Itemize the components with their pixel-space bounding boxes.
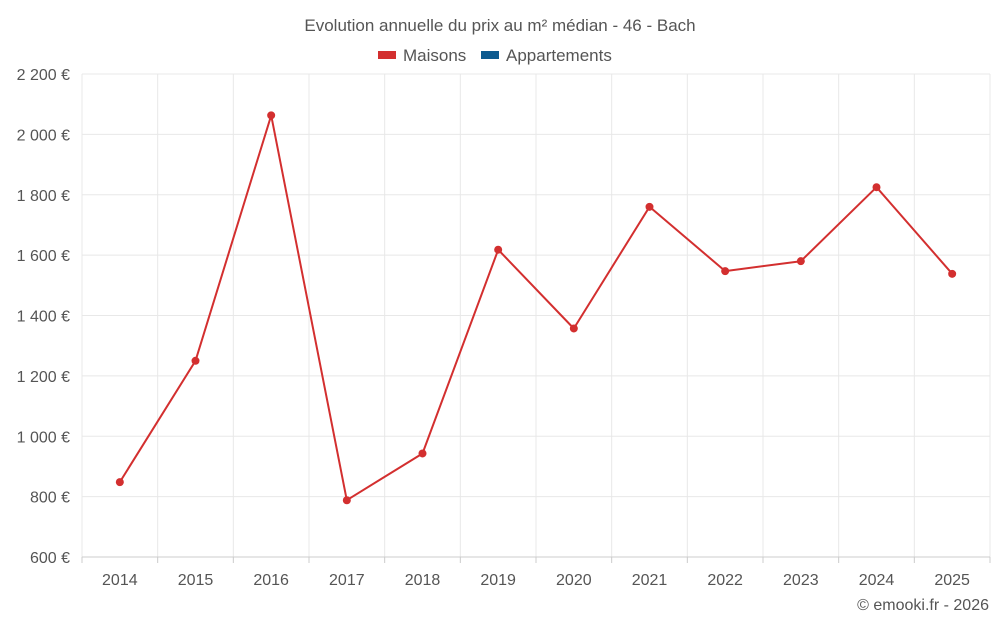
series-line-maisons [118, 114, 953, 502]
data-point-2025[interactable] [948, 269, 957, 278]
y-tick-label: 2 200 € [17, 67, 70, 84]
grid [81, 73, 991, 557]
legend-swatch-maisons [378, 51, 396, 59]
data-point-2021[interactable] [645, 202, 654, 211]
y-tick-label: 1 000 € [17, 429, 70, 446]
data-point-2020[interactable] [569, 324, 578, 333]
x-tick-label: 2014 [102, 572, 138, 589]
x-tick-label: 2024 [859, 572, 895, 589]
data-point-2017[interactable] [342, 496, 351, 505]
y-tick-label: 1 800 € [17, 188, 70, 205]
y-tick-label: 600 € [30, 550, 70, 567]
legend-label-maisons[interactable]: Maisons [403, 46, 466, 65]
chart-title: Evolution annuelle du prix au m² médian … [304, 16, 695, 35]
x-tick-label: 2017 [329, 572, 365, 589]
y-tick-label: 2 000 € [17, 127, 70, 144]
credit-text: © emooki.fr - 2026 [857, 597, 989, 614]
data-point-2016[interactable] [267, 111, 276, 120]
y-tick-label: 1 400 € [17, 309, 70, 326]
data-point-2019[interactable] [494, 245, 503, 254]
x-tick-label: 2020 [556, 572, 592, 589]
x-tick-label: 2023 [783, 572, 819, 589]
data-point-2022[interactable] [721, 267, 730, 276]
data-point-2015[interactable] [191, 356, 200, 365]
x-tick-label: 2022 [707, 572, 743, 589]
legend-swatch-appartements [481, 51, 499, 59]
legend-label-appartements[interactable]: Appartements [506, 46, 612, 65]
y-tick-label: 1 600 € [17, 248, 70, 265]
x-axis-ticks: 2014 2015 2016 2017 2018 2019 2020 2021 2022 2023… [81, 556, 991, 589]
x-tick-label: 2019 [480, 572, 516, 589]
y-tick-label: 1 200 € [17, 369, 70, 386]
legend: Maisons Appartements [378, 46, 612, 65]
x-tick-label: 2025 [934, 572, 970, 589]
data-point-2023[interactable] [796, 257, 805, 266]
data-point-2014[interactable] [115, 478, 124, 487]
x-tick-label: 2016 [253, 572, 289, 589]
y-tick-label: 800 € [30, 490, 70, 507]
x-tick-label: 2021 [632, 572, 668, 589]
series-maisons [115, 111, 957, 505]
data-point-2024[interactable] [872, 183, 881, 192]
y-axis-ticks: 600 € 800 € 1 000 € 1 200 € 1 400 € 1 600 € 1 … [17, 67, 70, 567]
x-tick-label: 2018 [405, 572, 441, 589]
x-tick-label: 2015 [178, 572, 214, 589]
data-point-2018[interactable] [418, 449, 427, 458]
